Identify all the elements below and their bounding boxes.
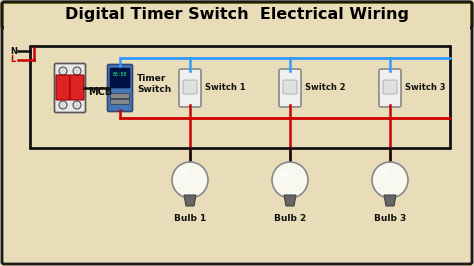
Text: Bulb 3: Bulb 3 bbox=[374, 214, 406, 223]
FancyBboxPatch shape bbox=[110, 68, 130, 88]
FancyBboxPatch shape bbox=[70, 75, 84, 100]
Circle shape bbox=[181, 170, 189, 178]
Text: N: N bbox=[10, 47, 17, 56]
Text: Bulb 2: Bulb 2 bbox=[274, 214, 306, 223]
Circle shape bbox=[73, 67, 81, 75]
Circle shape bbox=[172, 162, 208, 198]
Text: MCB: MCB bbox=[88, 87, 112, 97]
Circle shape bbox=[59, 67, 67, 75]
Circle shape bbox=[281, 170, 289, 178]
FancyBboxPatch shape bbox=[55, 64, 85, 113]
Circle shape bbox=[73, 101, 81, 109]
FancyBboxPatch shape bbox=[179, 69, 201, 107]
Text: Digital Timer Switch  Electrical Wiring: Digital Timer Switch Electrical Wiring bbox=[65, 7, 409, 23]
Text: Switch 2: Switch 2 bbox=[305, 84, 346, 93]
Text: L: L bbox=[10, 56, 15, 64]
FancyBboxPatch shape bbox=[379, 69, 401, 107]
FancyBboxPatch shape bbox=[2, 2, 472, 28]
FancyBboxPatch shape bbox=[183, 80, 197, 94]
Circle shape bbox=[272, 162, 308, 198]
Text: Switch 1: Switch 1 bbox=[205, 84, 246, 93]
FancyBboxPatch shape bbox=[283, 80, 297, 94]
FancyBboxPatch shape bbox=[56, 75, 70, 100]
Text: Timer
Switch: Timer Switch bbox=[137, 74, 171, 94]
Text: Switch 3: Switch 3 bbox=[405, 84, 446, 93]
FancyBboxPatch shape bbox=[110, 99, 129, 105]
FancyBboxPatch shape bbox=[383, 80, 397, 94]
Polygon shape bbox=[384, 195, 396, 206]
Polygon shape bbox=[284, 195, 296, 206]
FancyBboxPatch shape bbox=[279, 69, 301, 107]
Circle shape bbox=[381, 170, 389, 178]
FancyBboxPatch shape bbox=[4, 4, 470, 262]
Circle shape bbox=[372, 162, 408, 198]
Text: Bulb 1: Bulb 1 bbox=[174, 214, 206, 223]
FancyBboxPatch shape bbox=[108, 64, 133, 111]
Polygon shape bbox=[184, 195, 196, 206]
FancyBboxPatch shape bbox=[110, 94, 129, 98]
Circle shape bbox=[59, 101, 67, 109]
Text: 88:88: 88:88 bbox=[113, 73, 127, 77]
